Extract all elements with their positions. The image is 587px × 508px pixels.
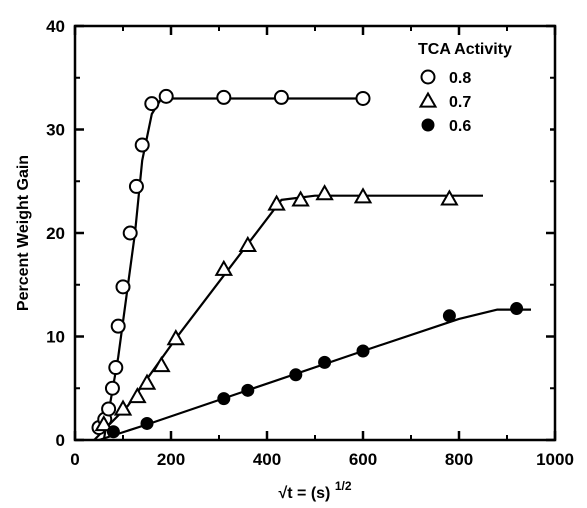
data-point — [122, 225, 138, 241]
x-tick-label: 200 — [157, 450, 185, 469]
x-tick-label: 0 — [70, 450, 79, 469]
data-point — [115, 279, 131, 295]
legend-entries: 0.8 0.7 0.6 — [418, 69, 471, 135]
legend-marker-0.6 — [421, 118, 435, 132]
axis-ticks: 0 200 400 600 800 1000 0 10 20 30 40 — [46, 17, 574, 469]
data-point — [267, 194, 286, 211]
data-point — [108, 360, 124, 376]
y-tick-label: 10 — [46, 328, 65, 347]
data-point — [94, 414, 114, 432]
series-0.6-points — [106, 302, 524, 439]
data-point — [289, 368, 303, 382]
y-tick-label: 0 — [56, 431, 65, 450]
data-point — [128, 178, 144, 194]
data-point — [152, 355, 171, 373]
data-markers — [91, 88, 524, 439]
data-point — [214, 259, 234, 276]
data-point — [158, 88, 174, 104]
data-point — [273, 89, 289, 105]
data-point — [106, 425, 120, 439]
data-point — [217, 392, 231, 406]
data-point — [137, 373, 157, 390]
legend: TCA Activity 0.8 0.7 0.6 — [410, 36, 550, 136]
fit-lines — [93, 97, 531, 442]
data-point — [104, 380, 120, 396]
series-0.8-points — [91, 88, 371, 436]
data-point — [291, 190, 310, 207]
legend-title: TCA Activity — [418, 41, 512, 58]
legend-marker-0.8 — [420, 69, 436, 85]
y-tick-label: 30 — [46, 121, 65, 140]
data-point — [318, 355, 332, 369]
data-point — [140, 416, 154, 430]
y-tick-label: 40 — [46, 17, 65, 36]
legend-marker-0.7 — [418, 91, 438, 108]
data-point — [510, 302, 524, 316]
fit-line-0.7 — [93, 194, 483, 441]
y-axis-title: Percent Weight Gain — [15, 155, 32, 311]
data-point — [216, 89, 232, 105]
data-point — [238, 235, 258, 253]
data-point — [356, 344, 370, 358]
series-0.7-points — [94, 184, 459, 432]
x-tick-label: 800 — [445, 450, 473, 469]
data-point — [128, 387, 147, 404]
x-axis-title-exponent: 1/2 — [335, 479, 352, 493]
x-axis-title-base: √t = (s) — [278, 485, 330, 502]
x-axis-title: √t = (s) 1/2 — [278, 479, 351, 502]
data-point — [134, 137, 150, 153]
data-point — [110, 318, 126, 334]
legend-label: 0.7 — [449, 94, 471, 111]
data-point — [166, 329, 186, 346]
data-point — [353, 187, 373, 204]
data-point — [355, 90, 371, 106]
legend-label: 0.8 — [449, 70, 471, 87]
data-point — [241, 383, 255, 397]
y-tick-label: 20 — [46, 224, 65, 243]
x-tick-label: 1000 — [536, 450, 574, 469]
x-tick-label: 400 — [253, 450, 281, 469]
legend-label: 0.6 — [449, 118, 471, 135]
data-point — [101, 401, 117, 417]
legend-background — [410, 36, 550, 136]
x-tick-label: 600 — [349, 450, 377, 469]
data-point — [442, 309, 456, 323]
data-point — [113, 399, 133, 416]
fit-line-0.6 — [98, 308, 531, 442]
data-point — [144, 96, 160, 112]
data-point — [440, 189, 459, 206]
data-point — [315, 184, 334, 201]
